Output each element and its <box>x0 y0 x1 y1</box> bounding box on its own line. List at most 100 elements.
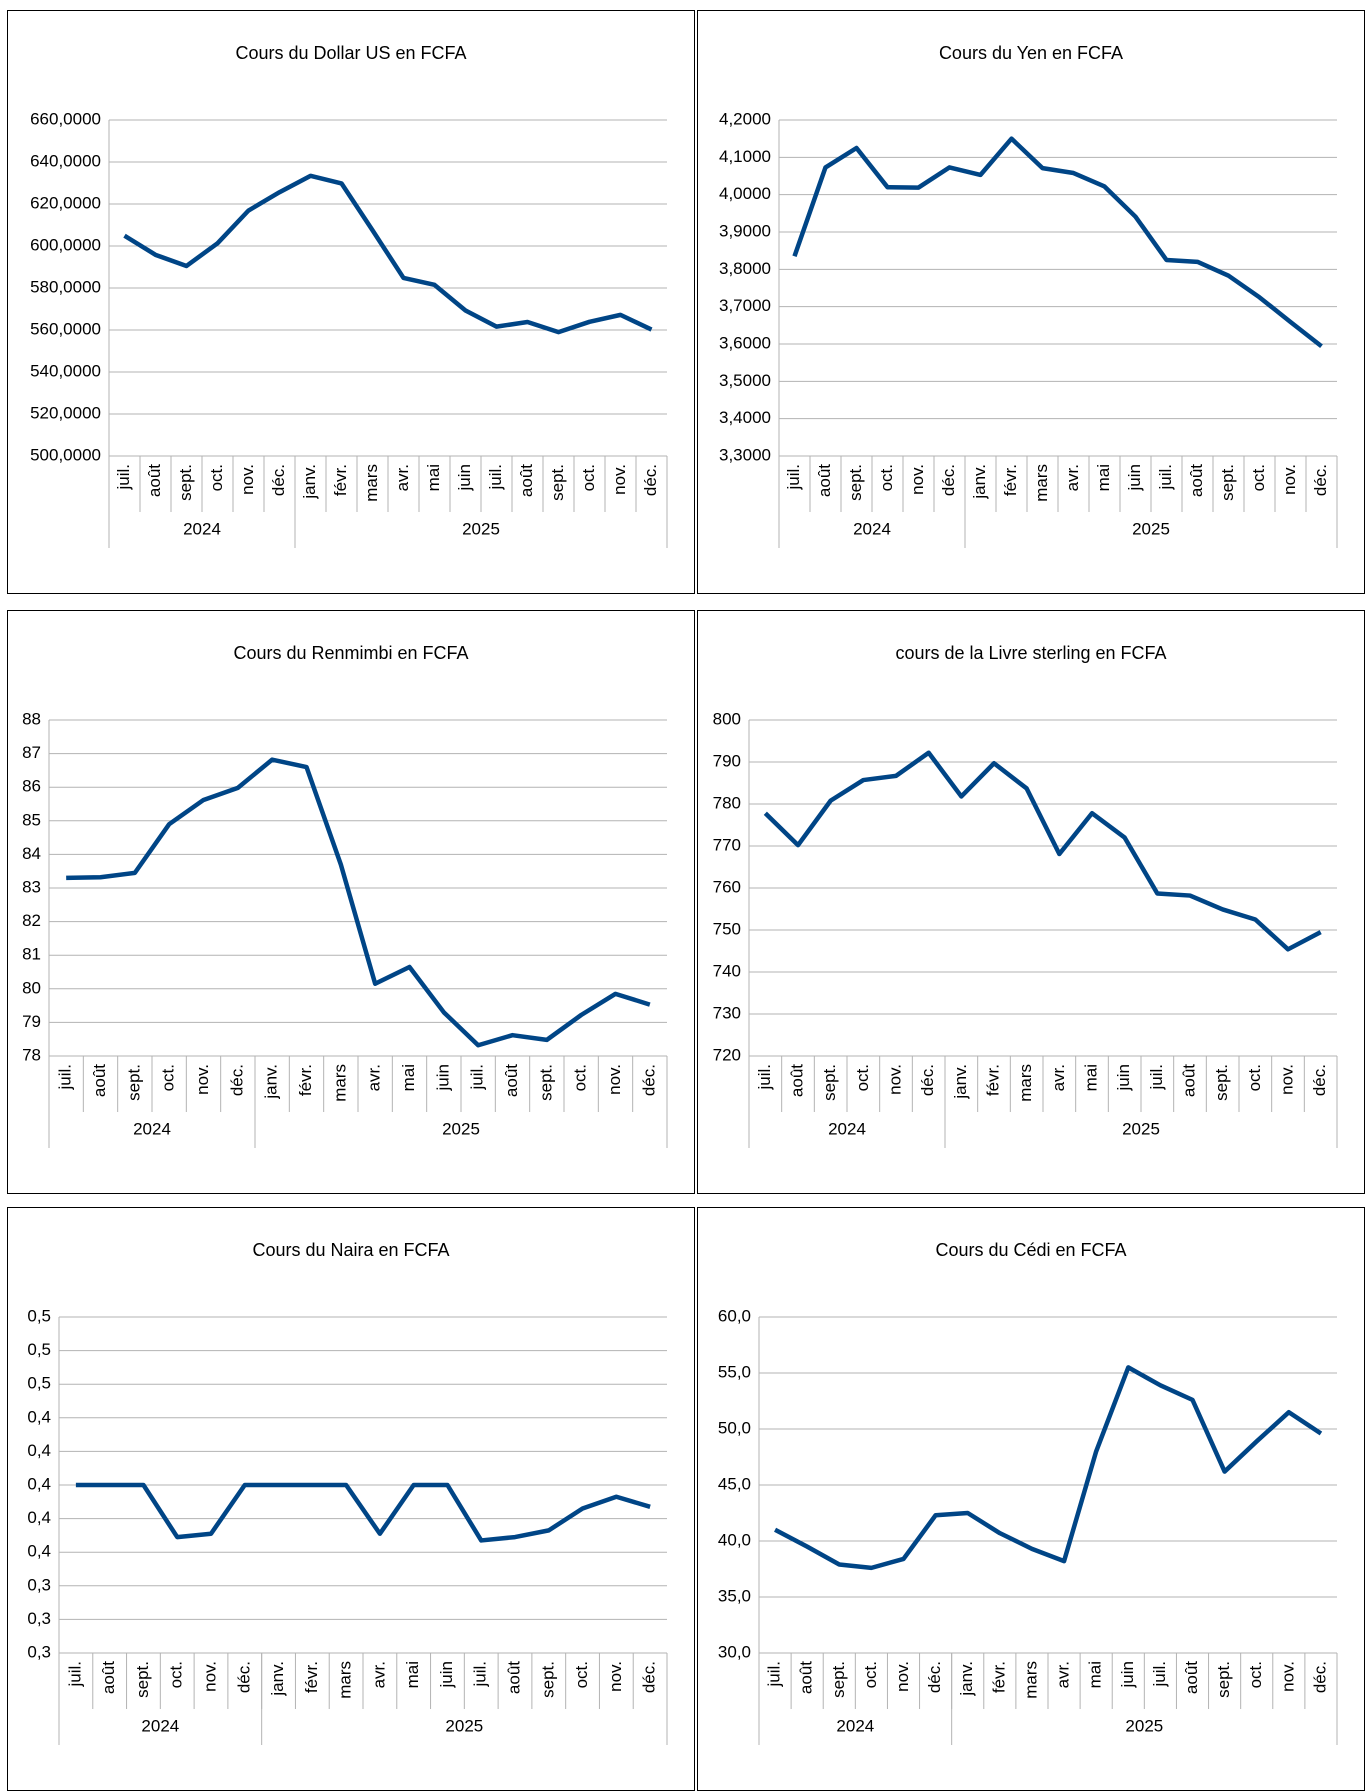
x-tick-label: mai <box>399 1064 418 1091</box>
group-label: 2024 <box>141 1716 179 1735</box>
y-tick-label: 0,4 <box>27 1407 51 1426</box>
x-tick-label: déc. <box>640 1661 659 1693</box>
group-label: 2025 <box>445 1716 483 1735</box>
y-tick-label: 0,3 <box>27 1609 51 1628</box>
x-tick-label: déc. <box>939 464 958 496</box>
y-tick-label: 82 <box>22 911 41 930</box>
x-tick-label: sept. <box>538 1661 557 1698</box>
x-tick-label: nov. <box>893 1661 912 1692</box>
group-label: 2025 <box>1125 1716 1163 1735</box>
chart-title: Cours du Dollar US en FCFA <box>235 43 466 63</box>
x-tick-label: sept. <box>536 1064 555 1101</box>
y-tick-label: 79 <box>22 1012 41 1031</box>
x-tick-label: févr. <box>983 1064 1002 1096</box>
x-tick-label: nov. <box>238 464 257 495</box>
x-tick-label: sept. <box>176 464 195 501</box>
x-tick-label: juin <box>1114 1064 1133 1091</box>
x-tick-label: janv. <box>268 1661 287 1697</box>
x-tick-label: oct. <box>207 464 226 491</box>
x-tick-label: sept. <box>1218 464 1237 501</box>
y-tick-label: 0,3 <box>27 1575 51 1594</box>
x-tick-label: mai <box>1094 464 1113 491</box>
data-line <box>774 1365 1323 1571</box>
chart-panel: Cours du Renmimbi en FCFA 78 79 80 81 82 83 84 8… <box>7 610 695 1194</box>
x-tick-label: nov. <box>1278 1661 1297 1692</box>
x-tick-label: oct. <box>167 1661 186 1688</box>
x-tick-label: mai <box>424 464 443 491</box>
x-tick-label: avr. <box>1063 464 1082 491</box>
y-tick-label: 86 <box>22 777 41 796</box>
x-tick-label: déc. <box>269 464 288 496</box>
data-line <box>123 173 653 335</box>
y-tick-label: 540,0000 <box>30 361 101 380</box>
x-tick-label: août <box>504 1661 523 1694</box>
panel-border <box>7 610 695 1194</box>
x-tick-label: août <box>1182 1661 1201 1694</box>
x-tick-label: avr. <box>393 464 412 491</box>
y-tick-label: 80 <box>22 978 41 997</box>
group-label: 2024 <box>828 1119 866 1138</box>
x-tick-label: déc. <box>1311 464 1330 496</box>
y-tick-label: 60,0 <box>718 1306 751 1325</box>
x-tick-label: déc. <box>227 1064 246 1096</box>
x-tick-label: août <box>1179 1064 1198 1097</box>
x-tick-label: mars <box>1016 1064 1035 1102</box>
y-tick-label: 0,3 <box>27 1642 51 1661</box>
x-tick-label: nov. <box>605 1064 624 1095</box>
x-tick-label: juil. <box>755 1064 774 1091</box>
x-tick-label: nov. <box>908 464 927 495</box>
x-tick-label: déc. <box>918 1064 937 1096</box>
x-tick-label: oct. <box>1245 1064 1264 1091</box>
y-tick-label: 83 <box>22 877 41 896</box>
y-tick-label: 3,5000 <box>719 371 771 390</box>
y-tick-label: 660,0000 <box>30 109 101 128</box>
y-tick-label: 0,5 <box>27 1374 51 1393</box>
x-tick-label: juil. <box>765 1661 784 1688</box>
chart-title: Cours du Naira en FCFA <box>252 1240 449 1260</box>
x-tick-label: sept. <box>548 464 567 501</box>
x-tick-label: févr. <box>1001 464 1020 496</box>
group-label: 2025 <box>1132 519 1170 538</box>
x-tick-label: oct. <box>159 1064 178 1091</box>
group-label: 2024 <box>836 1716 874 1735</box>
x-tick-label: janv. <box>970 464 989 500</box>
x-tick-label: sept. <box>1214 1661 1233 1698</box>
y-tick-label: 85 <box>22 810 41 829</box>
y-tick-label: 620,0000 <box>30 193 101 212</box>
x-tick-label: nov. <box>1280 464 1299 495</box>
x-tick-label: avr. <box>1049 1064 1068 1091</box>
y-tick-label: 500,0000 <box>30 445 101 464</box>
x-tick-label: oct. <box>877 464 896 491</box>
y-tick-label: 88 <box>22 709 41 728</box>
y-tick-label: 3,8000 <box>719 259 771 278</box>
x-tick-label: oct. <box>861 1661 880 1688</box>
x-tick-label: juil. <box>471 1661 490 1688</box>
x-tick-label: nov. <box>1277 1064 1296 1095</box>
x-tick-label: déc. <box>1310 1661 1329 1693</box>
y-tick-label: 560,0000 <box>30 319 101 338</box>
chart-panel: Cours du Naira en FCFA 0,3 0,3 0,3 0,4 0,4 0,4… <box>7 1207 695 1791</box>
x-tick-label: avr. <box>365 1064 384 1091</box>
x-tick-label: août <box>797 1661 816 1694</box>
y-tick-label: 3,7000 <box>719 296 771 315</box>
y-tick-label: 35,0 <box>718 1586 751 1605</box>
x-tick-label: févr. <box>296 1064 315 1096</box>
y-tick-label: 3,6000 <box>719 333 771 352</box>
chart-title: cours de la Livre sterling en FCFA <box>895 643 1166 663</box>
x-tick-label: sept. <box>829 1661 848 1698</box>
panel-border <box>697 10 1365 594</box>
x-tick-label: sept. <box>820 1064 839 1101</box>
x-tick-label: nov. <box>193 1064 212 1095</box>
x-tick-label: janv. <box>300 464 319 500</box>
x-tick-label: août <box>145 464 164 497</box>
y-tick-label: 0,4 <box>27 1542 51 1561</box>
y-tick-label: 760 <box>713 877 741 896</box>
data-line <box>792 136 1323 349</box>
x-tick-label: août <box>1187 464 1206 497</box>
x-tick-label: févr. <box>302 1661 321 1693</box>
y-tick-label: 78 <box>22 1045 41 1064</box>
y-tick-label: 600,0000 <box>30 235 101 254</box>
x-tick-label: août <box>99 1661 118 1694</box>
x-tick-label: mars <box>1032 464 1051 502</box>
